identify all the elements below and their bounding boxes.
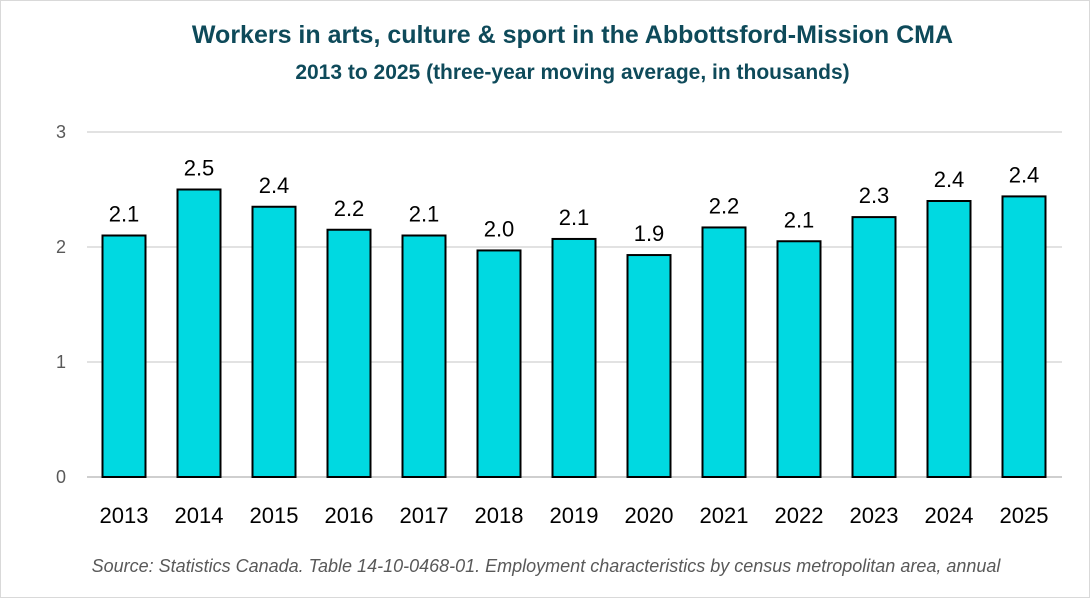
labels: 0 1 2 3 2.1 2013 2.5 2014 2.4 2015 2.2 2016 2.1 2017 2… [56, 122, 1048, 528]
bar [551, 237, 597, 478]
data-label: 2.1 [559, 205, 590, 230]
x-tick-label: 2025 [1000, 503, 1049, 528]
bar [1001, 195, 1047, 478]
x-tick-label: 2016 [325, 503, 374, 528]
data-label: 2.4 [259, 173, 290, 198]
bar [926, 200, 972, 478]
data-label: 2.2 [334, 196, 365, 221]
x-tick-label: 2017 [400, 503, 449, 528]
x-tick-label: 2021 [700, 503, 749, 528]
bar [776, 240, 822, 478]
data-label: 2.5 [184, 156, 215, 181]
data-label: 2.1 [109, 202, 140, 227]
data-label: 2.1 [409, 202, 440, 227]
bar [626, 254, 672, 478]
y-tick-label: 3 [56, 122, 66, 142]
x-tick-label: 2019 [550, 503, 599, 528]
bar [326, 228, 372, 478]
x-tick-label: 2022 [775, 503, 824, 528]
y-tick-label: 2 [56, 237, 66, 257]
y-tick-label: 0 [56, 467, 66, 487]
bar [251, 205, 297, 478]
bars [101, 188, 1047, 478]
data-label: 2.1 [784, 207, 815, 232]
data-label: 2.3 [859, 183, 890, 208]
bar [101, 234, 147, 478]
y-tick-label: 1 [56, 352, 66, 372]
x-tick-label: 2014 [175, 503, 224, 528]
data-label: 1.9 [634, 221, 665, 246]
data-label: 2.4 [1009, 162, 1040, 187]
data-label: 2.4 [934, 167, 965, 192]
source-note: Source: Statistics Canada. Table 14-10-0… [91, 556, 1001, 576]
data-label: 2.2 [709, 193, 740, 218]
x-tick-label: 2018 [475, 503, 524, 528]
x-tick-label: 2023 [850, 503, 899, 528]
bar [476, 249, 522, 478]
bar [401, 234, 447, 478]
x-tick-label: 2020 [625, 503, 674, 528]
chart-title: Workers in arts, culture & sport in the … [191, 21, 954, 49]
x-tick-label: 2013 [100, 503, 149, 528]
x-tick-label: 2015 [250, 503, 299, 528]
data-label: 2.0 [484, 216, 515, 241]
x-tick-label: 2024 [925, 503, 974, 528]
bar [176, 188, 222, 478]
bar [851, 216, 897, 478]
bar [701, 226, 747, 478]
chart-subtitle: 2013 to 2025 (three-year moving average,… [295, 61, 850, 84]
